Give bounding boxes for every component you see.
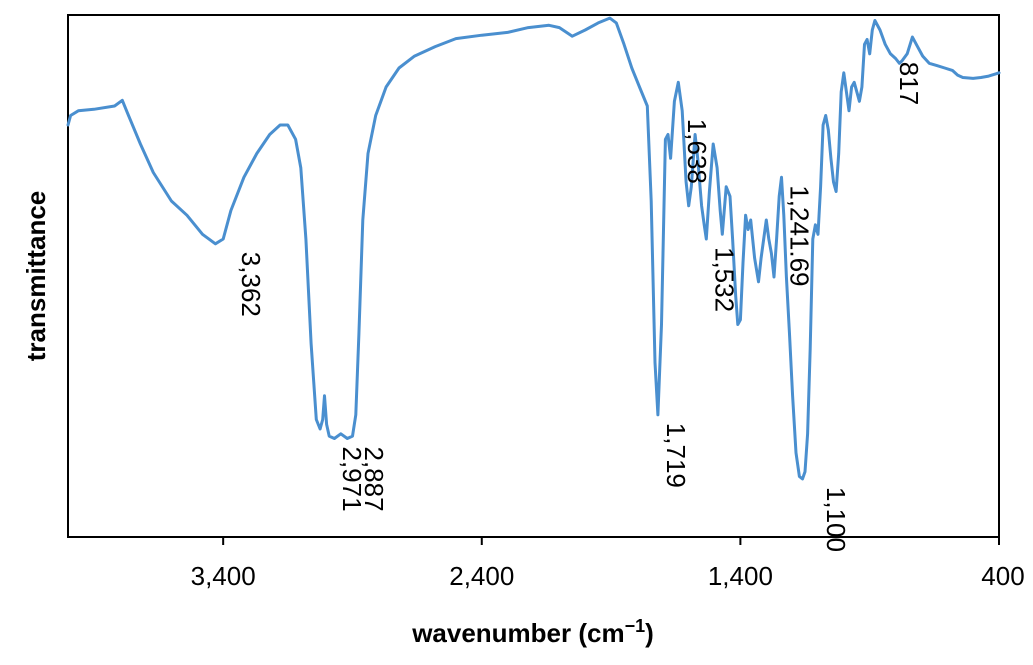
x-tick-label: 3,400 xyxy=(191,561,256,591)
peak-label: 817 xyxy=(894,62,924,105)
x-tick-label: 1,400 xyxy=(708,561,773,591)
series-line xyxy=(66,16,1001,481)
x-axis-ticks: 3,400 2,400 1,400 400 xyxy=(191,537,1025,591)
peak-label: 2,971 xyxy=(337,447,367,512)
peak-label: 3,362 xyxy=(236,252,266,317)
peak-label: 1,719 xyxy=(661,423,691,488)
x-tick-label: 400 xyxy=(981,561,1024,591)
x-tick-label: 2,400 xyxy=(449,561,514,591)
peak-label: 2,887 xyxy=(359,447,389,512)
x-axis-title: wavenumber (cm−1) xyxy=(411,616,654,648)
y-axis-title: transmittance xyxy=(21,191,51,362)
plot-area-frame xyxy=(67,14,1000,538)
peak-label: 1,532 xyxy=(709,247,739,312)
peak-label: 1,638 xyxy=(682,119,712,184)
peak-label: 1,241.69 xyxy=(785,185,815,286)
peak-label: 1,100 xyxy=(821,487,851,552)
